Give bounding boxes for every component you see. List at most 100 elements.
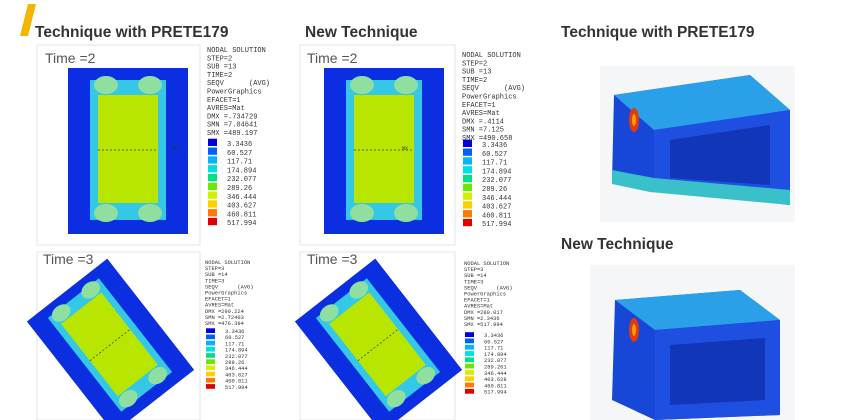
model-joint (138, 204, 162, 222)
model-joint (349, 281, 369, 299)
model-seam (357, 329, 399, 361)
legend-swatch (463, 148, 472, 156)
legend-swatch (206, 359, 215, 364)
legend-swatch (208, 209, 217, 217)
time-label: Time =3 (43, 251, 94, 267)
legend-value: 60.527 (225, 335, 244, 341)
solution-info: STEP=2 (462, 60, 487, 68)
legend-value: 60.527 (482, 151, 507, 159)
model-inner (670, 338, 765, 405)
accent-mark (20, 4, 36, 36)
legend-swatch (206, 340, 215, 346)
legend-swatch (465, 351, 474, 356)
legend-value: 460.811 (225, 379, 248, 385)
max-marker: MX (172, 146, 178, 152)
solution-info: SMX =489.197 (207, 130, 257, 138)
model-web (354, 95, 414, 203)
heading: New Technique (305, 24, 418, 41)
legend-value: 232.077 (227, 176, 256, 184)
solution-info: NODAL SOLUTION (207, 47, 266, 55)
model-seam (89, 329, 131, 361)
solution-info: SUB =14 (205, 272, 228, 278)
legend-value: 117.71 (225, 341, 244, 347)
solution-info: PowerGraphics (462, 94, 517, 102)
legend-value: 517.994 (225, 385, 248, 391)
legend-swatch (206, 365, 215, 371)
solution-info: DMX =280.017 (464, 310, 503, 316)
legend-value: 403.627 (225, 372, 248, 378)
solution-info: DMX =.4114 (462, 118, 504, 126)
solution-info: SEQV (AVG) (205, 284, 254, 290)
legend-value: 517.994 (482, 221, 511, 229)
solution-info: SEQV (AVG) (462, 85, 525, 93)
legend-swatch (465, 376, 474, 382)
solution-info: TIME=2 (207, 72, 232, 80)
legend-value: 3.3436 (225, 329, 244, 335)
legend-value: 346.444 (482, 195, 511, 203)
solution-info: TIME=3 (464, 279, 483, 285)
model-joint (81, 281, 101, 299)
legend-value: 517.994 (227, 220, 256, 228)
legend-value: 60.527 (484, 339, 503, 345)
solution-info: SEQV (AVG) (207, 80, 270, 88)
solution-info: PowerGraphics (464, 292, 506, 298)
legend-value: 117.71 (227, 159, 252, 167)
model-top (615, 290, 780, 330)
solution-info: SMX =476.394 (205, 321, 244, 327)
legend-value: 174.894 (225, 348, 248, 354)
legend-value: 60.527 (227, 150, 252, 158)
solution-info: AVRES=Mat (462, 110, 500, 118)
solution-info: AVRES=Mat (205, 303, 234, 309)
legend-value: 289.26 (225, 360, 244, 366)
solution-info: SUB =13 (207, 64, 236, 72)
model-base (612, 170, 790, 205)
solution-info: EFACET=1 (462, 102, 496, 110)
solution-info: EFACET=1 (464, 298, 490, 304)
legend-value: 346.444 (225, 366, 248, 372)
legend-swatch (463, 139, 472, 147)
solution-info: SMN =7.04641 (207, 122, 257, 130)
fea-model (68, 68, 188, 234)
fea-model (294, 258, 463, 420)
legend-value: 346.444 (484, 371, 507, 377)
legend-swatch (463, 192, 472, 200)
solution-info: STEP=2 (207, 55, 232, 63)
legend-swatch (465, 363, 474, 369)
legend-swatch (463, 201, 472, 209)
legend-value: 517.994 (484, 390, 507, 396)
solution-info: NODAL SOLUTION (462, 52, 521, 60)
solution-info: PowerGraphics (205, 291, 247, 297)
legend-value: 289.26 (482, 186, 507, 194)
legend-value: 403.627 (482, 204, 511, 212)
legend-value: 232.077 (225, 354, 248, 360)
legend-value: 289.26 (227, 185, 252, 193)
legend-swatch (208, 165, 217, 173)
legend-swatch (208, 191, 217, 199)
solution-info: NODAL SOLUTION (205, 260, 250, 266)
model-joint (138, 76, 162, 94)
solution-info: AVRES=Mat (464, 304, 493, 310)
model-joint (350, 76, 374, 94)
legend-value: 289.261 (484, 365, 507, 371)
heading: New Technique (561, 236, 674, 253)
legend-swatch (208, 156, 217, 164)
legend-value: 174.894 (482, 168, 511, 176)
model-joint (319, 304, 339, 322)
max-marker: MX (402, 146, 408, 152)
legend-value: 232.077 (484, 358, 507, 364)
stress-spot (632, 114, 636, 126)
legend-swatch (463, 218, 472, 227)
solution-info: SMX =517.994 (464, 322, 503, 328)
legend-value: 174.894 (227, 167, 256, 175)
solution-info: PowerGraphics (207, 89, 262, 97)
solution-info: TIME=2 (462, 77, 487, 85)
solution-info: DMX =290.224 (205, 309, 244, 315)
legend-swatch (208, 182, 217, 190)
legend-value: 403.627 (227, 203, 256, 211)
legend-swatch (465, 370, 474, 375)
model-joint (386, 390, 406, 408)
legend-swatch (463, 183, 472, 191)
legend-swatch (465, 332, 474, 337)
legend-swatch (463, 166, 472, 174)
model-joint (416, 366, 436, 385)
